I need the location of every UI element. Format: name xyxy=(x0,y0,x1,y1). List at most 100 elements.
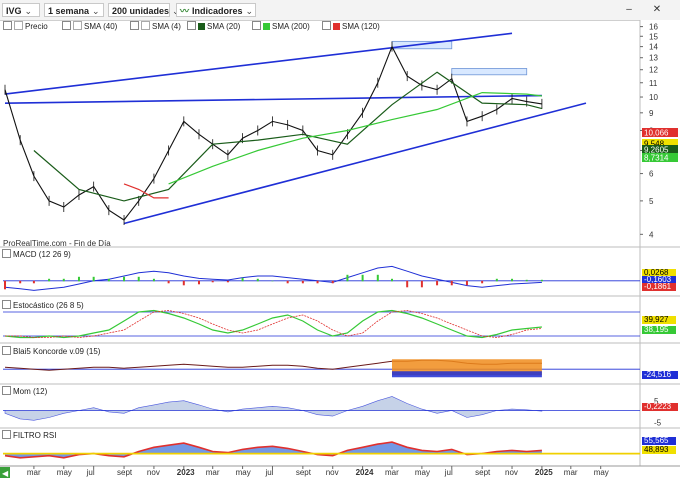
koncorde-value-badge xyxy=(642,371,678,379)
macd-histogram-bar xyxy=(316,280,319,284)
mom-value-badge xyxy=(642,403,678,411)
macd-histogram-bar xyxy=(465,280,468,286)
macd-histogram-bar xyxy=(331,280,334,284)
legend-label: Precio xyxy=(25,22,48,31)
minimize-button[interactable]: – xyxy=(626,4,632,15)
close-button[interactable]: ✕ xyxy=(652,4,662,15)
macd-histogram-bar xyxy=(137,276,140,282)
units-label: 200 unidades xyxy=(112,6,170,16)
macd-value-badge xyxy=(642,283,676,291)
mom-tick-label: 5 xyxy=(654,397,659,406)
legend-item-sma200[interactable]: SMA (200) xyxy=(252,21,310,31)
series-line-sma-120- xyxy=(123,183,169,199)
checkbox-icon xyxy=(187,21,196,30)
legend-item-price[interactable]: Precio xyxy=(3,21,48,31)
indicators-icon: 〰 xyxy=(180,6,190,16)
legend-label: SMA (4) xyxy=(152,22,181,31)
x-tick-label: sept xyxy=(475,468,491,477)
x-tick-label: nov xyxy=(326,468,339,477)
checkbox-icon xyxy=(62,21,71,30)
koncorde-blue-area xyxy=(392,371,542,378)
trendline xyxy=(4,32,513,95)
chevron-down-icon: ⌄ xyxy=(24,6,33,16)
indicators-button[interactable]: 〰 Indicadores ⌄ xyxy=(176,3,256,17)
macd-value-label: -0,1861 xyxy=(644,282,672,291)
symbol-select[interactable]: IVG ⌄ xyxy=(2,3,40,17)
macd-histogram-bar xyxy=(123,276,126,282)
legend-label: SMA (120) xyxy=(342,22,380,31)
macd-histogram-bar xyxy=(211,280,214,283)
macd-histogram-bar xyxy=(301,280,304,284)
macd-histogram-bar xyxy=(450,280,453,286)
x-tick-label: jul xyxy=(86,468,95,477)
x-tick-label: jul xyxy=(444,468,453,477)
rsi-area xyxy=(5,442,542,458)
legend-item-sma4[interactable]: SMA (4) xyxy=(130,21,181,31)
swatch xyxy=(263,23,270,30)
x-tick-label: mar xyxy=(564,468,578,477)
y-tick-label: 15 xyxy=(649,32,658,41)
panel-label-text: Blai5 Koncorde v.09 (15) xyxy=(13,347,101,356)
panel-label-mom[interactable]: Mom (12) xyxy=(2,386,47,396)
y-tick-label: 4 xyxy=(649,230,654,239)
macd-histogram-bar xyxy=(346,274,349,282)
price-axis-background xyxy=(640,20,680,466)
x-tick-label: mar xyxy=(385,468,399,477)
checkbox-icon xyxy=(2,300,11,309)
macd-histogram-bar xyxy=(167,280,170,284)
rsi-value-badge xyxy=(642,446,676,454)
stoch-value-label: 38,195 xyxy=(644,325,669,334)
timeframe-select[interactable]: 1 semana ⌄ xyxy=(44,3,104,17)
swatch xyxy=(141,21,150,30)
legend-item-sma40[interactable]: SMA (40) xyxy=(62,21,117,31)
series-line-sma-200- xyxy=(168,91,542,185)
series-line-sma-20- xyxy=(33,71,543,202)
panel-label-macd[interactable]: MACD (12 26 9) xyxy=(2,249,71,259)
x-tick-label: nov xyxy=(147,468,160,477)
units-select[interactable]: 200 unidades⌄ xyxy=(108,3,180,17)
swatch xyxy=(14,21,23,30)
legend-item-sma20[interactable]: SMA (20) xyxy=(187,21,240,31)
price-badge xyxy=(642,139,678,148)
chevron-left-icon: ◀ xyxy=(2,469,9,478)
price-badge-label: 10,066 xyxy=(644,129,669,138)
panel-label-rsi[interactable]: FILTRO RSI xyxy=(2,430,56,440)
panel-label-koncorde[interactable]: Blai5 Koncorde v.09 (15) xyxy=(2,346,100,356)
panel-label-text: Mom (12) xyxy=(13,387,48,396)
legend-item-sma120[interactable]: SMA (120) xyxy=(322,21,380,31)
macd-histogram-bar xyxy=(226,280,229,283)
y-tick-label: 10 xyxy=(649,93,658,102)
indicators-label: Indicadores xyxy=(192,6,243,16)
swatch xyxy=(198,23,205,30)
stoch-value-badge xyxy=(642,326,676,334)
macd-histogram-bar xyxy=(406,280,409,288)
y-tick-label: 11 xyxy=(649,79,658,88)
x-tick-label: may xyxy=(236,468,251,477)
checkbox-icon xyxy=(3,21,12,30)
x-tick-label: sept xyxy=(117,468,133,477)
symbol-label: IVG xyxy=(6,6,22,16)
macd-histogram-bar xyxy=(62,278,65,282)
macd-histogram-bar xyxy=(511,278,514,282)
panel-label-text: Estocástico (26 8 5) xyxy=(13,301,84,310)
macd-histogram-bar xyxy=(256,278,259,282)
y-tick-label: 9 xyxy=(649,109,654,118)
rsi-value-label: 48,893 xyxy=(644,445,669,454)
trendline xyxy=(4,94,542,104)
timeframe-label: 1 semana xyxy=(48,6,90,16)
panel-label-stoch[interactable]: Estocástico (26 8 5) xyxy=(2,300,84,310)
stoch-value-badge xyxy=(642,316,676,324)
swatch xyxy=(73,21,82,30)
source-label: ProRealTime.com - Fin de Día xyxy=(3,239,111,248)
rsi-value-badge xyxy=(642,437,676,445)
macd-line xyxy=(4,265,542,291)
stoch-value-label: 39,927 xyxy=(644,315,669,324)
macd-histogram-bar xyxy=(271,280,274,282)
toolbar: IVG⌄ 1 semana⌄ 200 unidades⌄ 〰Indicadore… xyxy=(0,0,680,21)
checkbox-icon xyxy=(2,346,11,355)
checkbox-icon xyxy=(2,249,11,258)
macd-histogram-bar xyxy=(197,280,200,285)
stoch-k-line xyxy=(4,309,542,339)
legend-label: SMA (20) xyxy=(207,22,241,31)
